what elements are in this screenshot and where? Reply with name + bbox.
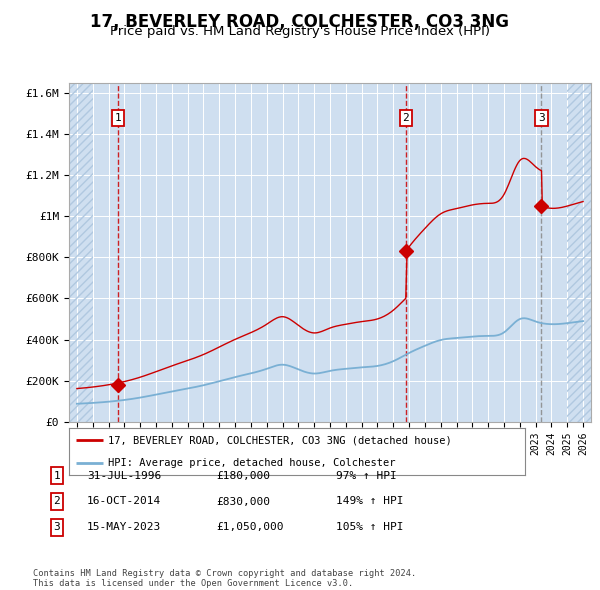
Text: 31-JUL-1996: 31-JUL-1996 <box>87 471 161 480</box>
Text: £180,000: £180,000 <box>216 471 270 480</box>
Text: 149% ↑ HPI: 149% ↑ HPI <box>336 497 404 506</box>
Text: 1: 1 <box>115 113 121 123</box>
Text: 1: 1 <box>53 471 61 480</box>
Text: 2: 2 <box>403 113 409 123</box>
Text: 16-OCT-2014: 16-OCT-2014 <box>87 497 161 506</box>
Text: 97% ↑ HPI: 97% ↑ HPI <box>336 471 397 480</box>
Text: 3: 3 <box>53 523 61 532</box>
Text: HPI: Average price, detached house, Colchester: HPI: Average price, detached house, Colc… <box>108 458 395 468</box>
Text: Contains HM Land Registry data © Crown copyright and database right 2024.
This d: Contains HM Land Registry data © Crown c… <box>33 569 416 588</box>
Bar <box>567 83 591 422</box>
Text: 17, BEVERLEY ROAD, COLCHESTER, CO3 3NG: 17, BEVERLEY ROAD, COLCHESTER, CO3 3NG <box>91 13 509 31</box>
Text: Price paid vs. HM Land Registry's House Price Index (HPI): Price paid vs. HM Land Registry's House … <box>110 25 490 38</box>
Text: 2: 2 <box>53 497 61 506</box>
Text: 3: 3 <box>538 113 545 123</box>
Text: 105% ↑ HPI: 105% ↑ HPI <box>336 523 404 532</box>
Bar <box>69 83 93 422</box>
Text: 15-MAY-2023: 15-MAY-2023 <box>87 523 161 532</box>
Text: £830,000: £830,000 <box>216 497 270 506</box>
Text: £1,050,000: £1,050,000 <box>216 523 284 532</box>
Text: 17, BEVERLEY ROAD, COLCHESTER, CO3 3NG (detached house): 17, BEVERLEY ROAD, COLCHESTER, CO3 3NG (… <box>108 435 452 445</box>
